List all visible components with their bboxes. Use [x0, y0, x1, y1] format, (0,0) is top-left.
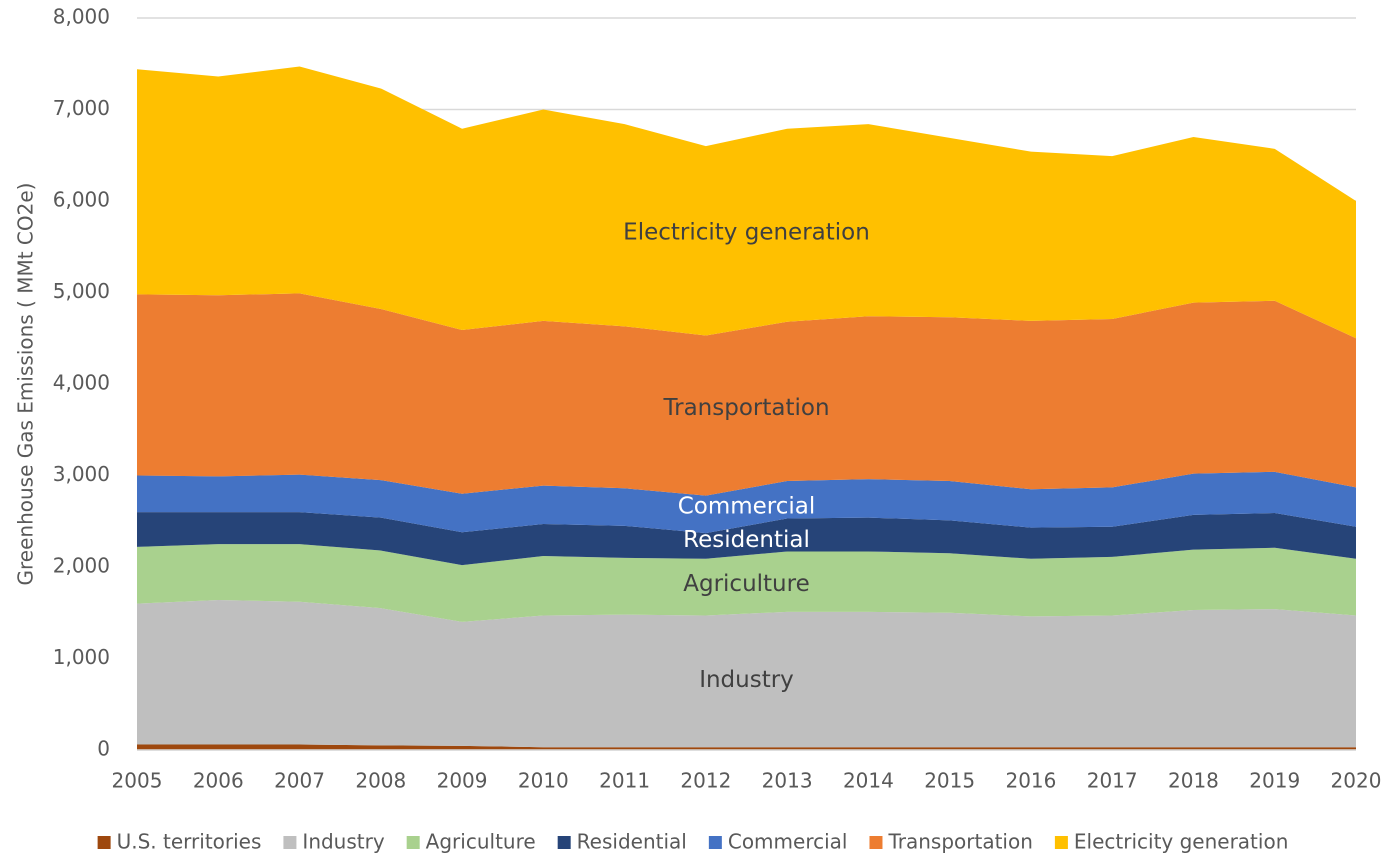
legend: U.S. territories Industry Agriculture Resid…	[97, 830, 1288, 854]
y-tick-label: 4,000	[53, 371, 110, 395]
legend-label: Agriculture	[426, 830, 536, 854]
x-tick-label: 2010	[518, 769, 569, 793]
legend-item: Transportation	[869, 830, 1033, 854]
legend-swatch	[869, 836, 883, 849]
x-tick-label: 2019	[1249, 769, 1300, 793]
x-tick-label: 2017	[1087, 769, 1138, 793]
area-label: Commercial	[678, 494, 816, 520]
x-tick-label: 2006	[193, 769, 244, 793]
y-tick-label: 8,000	[53, 5, 110, 29]
legend-label: Commercial	[728, 830, 848, 854]
legend-item: Agriculture	[406, 830, 536, 854]
x-tick-label: 2018	[1168, 769, 1219, 793]
legend-label: Electricity generation	[1074, 830, 1288, 854]
legend-swatch	[406, 836, 420, 849]
area-label: Electricity generation	[623, 220, 870, 246]
legend-swatch	[1054, 836, 1068, 849]
legend-swatch	[97, 836, 111, 849]
y-tick-label: 3,000	[53, 462, 110, 486]
area	[137, 544, 1356, 622]
legend-swatch	[557, 836, 571, 849]
legend-label: U.S. territories	[117, 830, 262, 854]
x-tick-label: 2008	[355, 769, 406, 793]
y-tick-label: 5,000	[53, 279, 110, 303]
x-tick-label: 2009	[437, 769, 488, 793]
x-tick-label: 2020	[1331, 769, 1382, 793]
x-tick-label: 2015	[924, 769, 975, 793]
x-tick-label: 2016	[1005, 769, 1056, 793]
x-tick-label: 2013	[762, 769, 813, 793]
area	[137, 293, 1356, 496]
y-tick-label: 6,000	[53, 188, 110, 212]
legend-label: Industry	[302, 830, 384, 854]
legend-item: Residential	[557, 830, 687, 854]
y-tick-label: 1,000	[53, 645, 110, 669]
legend-swatch	[283, 836, 297, 849]
area	[137, 471, 1356, 534]
y-axis-title: Greenhouse Gas Emissions ( MMt CO2e)	[14, 183, 38, 586]
legend-item: U.S. territories	[97, 830, 262, 854]
x-tick-label: 2011	[599, 769, 650, 793]
legend-label: Transportation	[887, 830, 1032, 854]
area	[137, 66, 1356, 339]
x-tick-label: 2012	[680, 769, 731, 793]
x-tick-label: 2014	[843, 769, 894, 793]
y-tick-label: 0	[97, 737, 110, 761]
x-tick-label: 2005	[112, 769, 163, 793]
area	[137, 599, 1356, 748]
legend-item: Industry	[283, 830, 385, 854]
area-label: Industry	[699, 667, 794, 693]
area-label: Agriculture	[683, 571, 810, 597]
area-label: Residential	[683, 527, 810, 553]
area	[137, 512, 1356, 566]
x-tick-label: 2007	[274, 769, 325, 793]
y-tick-label: 7,000	[53, 96, 110, 120]
y-tick-label: 2,000	[53, 554, 110, 578]
legend-item: Electricity generation	[1054, 830, 1288, 854]
area-label: Transportation	[662, 395, 829, 421]
legend-swatch	[708, 836, 722, 849]
legend-label: Residential	[577, 830, 687, 854]
legend-item: Commercial	[708, 830, 848, 854]
